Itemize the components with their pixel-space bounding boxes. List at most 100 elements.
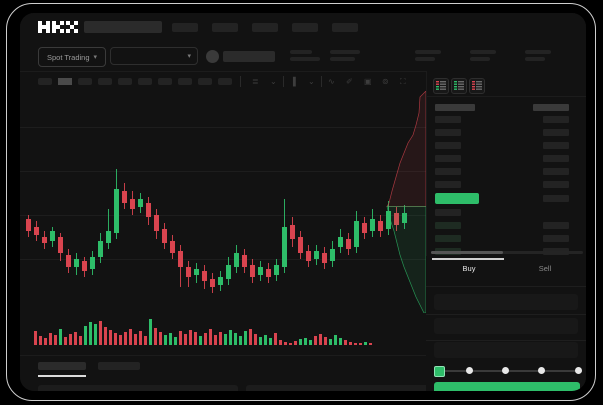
bottom-content-block-left [38,385,238,391]
timeframe-1[interactable] [38,78,52,85]
active-tab-underline [38,375,86,377]
orderbook-ask-row[interactable] [435,116,461,123]
volume-series [34,319,372,345]
orderbook-bid-row[interactable] [435,222,461,229]
search-input[interactable] [84,21,162,33]
nav-item-3[interactable] [252,23,278,32]
form-divider [426,314,586,315]
chevron-down-icon: ▾ [187,52,191,60]
orderbook-view-bids-icon[interactable] [451,78,467,94]
stat-24h-high [415,50,441,61]
chevron-down-icon: ▾ [93,53,98,61]
form-divider [426,340,586,341]
coin-avatar-icon [206,50,219,63]
timeframe-2[interactable] [58,78,72,85]
bottom-tab-order-history[interactable] [98,362,140,370]
candlestick-chart[interactable] [20,91,426,313]
gridline [20,127,426,128]
nav-item-1[interactable] [172,23,198,32]
stat-24h-volume [525,50,551,61]
orderbook-scrollbar[interactable] [431,251,583,254]
timeframe-4[interactable] [98,78,112,85]
orderbook-ask-row[interactable] [435,155,461,162]
chevron-down-icon[interactable]: ⌄ [270,77,277,86]
slider-stop-50[interactable] [502,367,509,374]
top-navigation-bar [20,13,586,41]
tab-buy[interactable]: Buy [462,264,476,273]
orderbook-view-both-icon[interactable] [433,78,449,94]
indicator-icon[interactable]: ≣ [252,77,259,86]
settings-icon[interactable]: ⊚ [382,77,389,86]
trading-mode-dropdown[interactable]: Spot Trading ▾ [38,47,107,67]
toolbar-divider-2 [283,76,284,87]
chevron-down-icon-2[interactable]: ⌄ [308,77,315,86]
line-tool-icon[interactable]: ∿ [328,77,335,86]
buy-submit-button[interactable] [434,382,580,391]
gridline [20,171,426,172]
tab-sell[interactable]: Sell [538,264,552,273]
coin-name-label [223,51,275,62]
orderbook-ask-row[interactable] [435,168,461,175]
orderbook-last-price-amount [543,195,569,202]
slider-stop-100[interactable] [575,367,582,374]
volume-histogram [20,313,426,355]
price-input[interactable] [434,294,578,310]
stat-24h-low [470,50,496,61]
fullscreen-icon[interactable]: ⛶ [400,77,406,86]
timeframe-5[interactable] [118,78,132,85]
orderbook-last-price [435,193,479,204]
slider-handle[interactable] [434,365,445,377]
toolbar-divider-3 [321,76,322,87]
trading-mode-label: Spot Trading [47,52,90,62]
orderbook-ask-row[interactable] [435,129,461,136]
chart-type-icon[interactable]: ▐ [290,77,296,86]
orderbook-ask-row[interactable] [435,181,461,188]
orderbook-ask-amount [543,181,569,188]
orderbook-header-price [435,104,475,111]
bottom-content-block-right [246,385,446,391]
orderbook-divider [427,96,586,97]
timeframe-7[interactable] [158,78,172,85]
stat-last-price [290,50,320,61]
orderbook-bid-row[interactable] [435,209,461,216]
market-depth-overlay [386,91,426,313]
form-divider [426,286,586,287]
gridline [20,259,426,260]
orderbook-ask-amount [543,142,569,149]
amount-percent-slider[interactable] [436,370,582,372]
orderbook-bid-row[interactable] [435,235,461,242]
orderbook-ask-amount [543,129,569,136]
market-info-bar: Spot Trading ▾ ▾ [20,41,586,71]
amount-input[interactable] [434,318,578,334]
timeframe-8[interactable] [178,78,192,85]
active-tab-underline [432,258,504,260]
orderbook-ask-amount [543,116,569,123]
timeframe-9[interactable] [198,78,212,85]
camera-icon[interactable]: ▣ [364,77,372,86]
orderbook-header-amount [533,104,569,111]
nav-item-2[interactable] [212,23,238,32]
slider-stop-25[interactable] [466,367,473,374]
candlestick-series [26,169,407,293]
total-input[interactable] [434,342,578,358]
orderbook-bid-amount [543,235,569,242]
bottom-tab-open-orders[interactable] [38,362,86,370]
orderbook-scrollbar-thumb[interactable] [431,251,503,254]
orderbook-ask-row[interactable] [435,142,461,149]
toolbar-divider [240,76,241,87]
okx-logo-icon[interactable] [38,21,78,33]
pair-select[interactable]: ▾ [110,47,198,65]
orderbook-ask-amount [543,168,569,175]
nav-item-4[interactable] [292,23,318,32]
pencil-icon[interactable]: ✐ [346,77,353,86]
nav-item-5[interactable] [332,23,358,32]
app-screen: Spot Trading ▾ ▾ [20,13,586,391]
timeframe-3[interactable] [78,78,92,85]
order-form: Buy Sell [426,256,586,391]
timeframe-10[interactable] [218,78,232,85]
orderbook-view-asks-icon[interactable] [469,78,485,94]
orderbook-bid-amount [543,222,569,229]
timeframe-6[interactable] [138,78,152,85]
slider-stop-75[interactable] [538,367,545,374]
